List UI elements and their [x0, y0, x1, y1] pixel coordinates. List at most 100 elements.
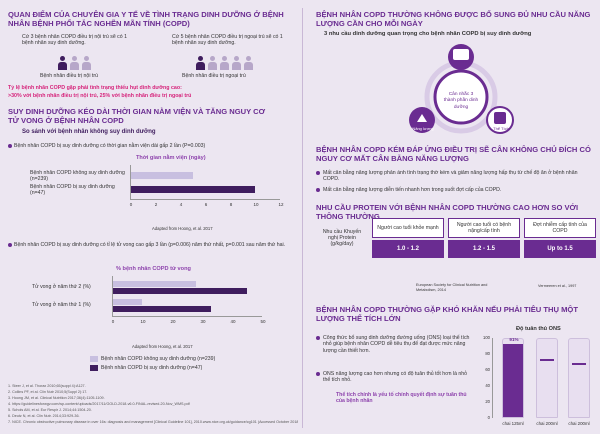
protein-column-header: Người cao tuổi có bệnh nặng/cấp tính	[448, 218, 520, 238]
reference-item: 4. https://guidelinesforwgv.com/wp-conte…	[8, 402, 190, 406]
ons-value-label: 91%	[509, 337, 519, 343]
person-icon	[196, 56, 205, 70]
chart2-tick-label: 40	[230, 319, 236, 324]
chart2-tick-label: 10	[140, 319, 146, 324]
chart2-tick-label: 50	[260, 319, 266, 324]
chart1-tick-label: 2	[154, 202, 158, 207]
chart1-tick-label: 12	[278, 202, 284, 207]
ons-tick-label: 80	[485, 351, 490, 356]
energy-node-label: Năng lượng	[412, 126, 434, 131]
bullet-dot	[8, 144, 12, 148]
chart2-bar	[112, 306, 211, 312]
chart1-category-1: Bệnh nhân COPD bị suy dinh dưỡng (n=47)	[30, 184, 115, 197]
chart2-bar	[112, 281, 196, 287]
inpatient-caption: Cứ 3 bệnh nhân COPD điều trị nội trú sẽ …	[22, 34, 127, 47]
bullet-dot	[316, 188, 320, 192]
chart2-tick-label: 0	[111, 319, 115, 324]
volume-icon	[494, 112, 506, 124]
energy-imbalance-bullet-1: Mất cân bằng năng lượng phản ánh tình tr…	[323, 170, 578, 183]
center-ring	[433, 69, 489, 125]
chart2-category-1: Tử vong ở năm thứ 1 (%)	[32, 302, 91, 308]
ons-tick-label: 100	[483, 335, 490, 340]
chart1-tick-label: 4	[179, 202, 183, 207]
person-head-icon	[246, 56, 251, 61]
chart1-source: Adapted from Hoong, et al. 2017	[152, 226, 213, 231]
protein-node-label: Protein	[454, 59, 468, 64]
chart1-bar	[130, 172, 193, 179]
reference-item: 7. NICE. Chronic obstructive pulmonary d…	[8, 420, 298, 424]
person-icon	[244, 56, 253, 70]
person-head-icon	[222, 56, 227, 61]
ons-bottle-label: chai 125ml	[502, 421, 524, 426]
chart2-tick-label: 30	[200, 319, 206, 324]
legend-malnourished: Bệnh nhân COPD bị suy dinh dưỡng (n=47)	[101, 365, 203, 371]
energy-imbalance-bullet-2: Mất cân bằng năng lượng diễn tiến nhanh …	[323, 187, 502, 193]
ons-tick-label: 20	[485, 399, 490, 404]
nutrition-triangle-diagram	[409, 44, 514, 134]
chart1-title: Thời gian nằm viện (ngày)	[136, 155, 206, 161]
protein-value-cell: 1.0 - 1.2	[372, 240, 444, 258]
reference-item: 2. Collins PF, et al. Clin Nutr 2010;5(S…	[8, 390, 88, 394]
person-icon	[232, 56, 241, 70]
protein-column-header: Người cao tuổi khỏe mạnh	[372, 218, 444, 238]
person-body-icon	[82, 61, 91, 70]
ons-chart-title: Độ tuân thủ ONS	[516, 326, 561, 332]
legend-not-malnourished: Bệnh nhân COPD không suy dinh dưỡng (n=2…	[101, 356, 216, 362]
stay-bullet: Bệnh nhân COPD bị suy dinh dưỡng có thời…	[14, 143, 206, 149]
chart1-tick-label: 10	[253, 202, 259, 207]
person-icon	[208, 56, 217, 70]
bullet-dot	[316, 336, 320, 340]
chart2-tick-label: 20	[170, 319, 176, 324]
ons-bottle-label: chai 200ml	[536, 421, 558, 426]
ons-level-marker	[540, 359, 554, 361]
chart1-tick-label: 0	[129, 202, 133, 207]
reference-item: 1. Steer J, et al. Thorax 2010;65(suppl …	[8, 384, 86, 388]
person-head-icon	[198, 56, 203, 61]
bullet-dot	[316, 171, 320, 175]
person-body-icon	[208, 61, 217, 70]
protein-icon	[453, 49, 469, 60]
chart1-bar	[130, 186, 255, 193]
person-icon	[70, 56, 79, 70]
section-title-expert-view: Quan điểm của chuyên gia y tế về tình tr…	[8, 10, 284, 28]
person-body-icon	[220, 61, 229, 70]
chart2-title: % bệnh nhân COPD tử vong	[116, 266, 191, 272]
person-head-icon	[210, 56, 215, 61]
section-title-weight-loss: Bệnh nhân COPD kém đáp ứng điều trị sẽ c…	[316, 145, 591, 163]
legend-swatch-not-malnourished	[90, 356, 98, 362]
chart2-bar	[112, 299, 142, 305]
person-body-icon	[232, 61, 241, 70]
person-icon	[58, 56, 67, 70]
ons-bottle	[536, 338, 558, 418]
chart2-x-axis	[112, 316, 262, 317]
chart2-bar	[112, 288, 247, 294]
ons-bottle	[502, 338, 524, 418]
protein-value-cell: 1.2 - 1.5	[448, 240, 520, 258]
ons-tick-label: 0	[487, 415, 490, 420]
person-head-icon	[72, 56, 77, 61]
chart2-source: Adapted from Hoong, et al. 2017	[132, 344, 193, 349]
highlight-line-1: Tỷ lệ bệnh nhân COPD gặp phải tình trạng…	[8, 85, 182, 91]
bullet-dot	[316, 372, 320, 376]
ons-tick-label: 60	[485, 367, 490, 372]
reference-item: 6. Deutz N, et al. Clin Nutr. 2014;33:92…	[8, 414, 80, 418]
chart2-y-axis	[112, 276, 113, 316]
section-title-volume: Bệnh nhân COPD thường gặp khó khăn nếu p…	[316, 305, 578, 323]
energy-icon	[417, 114, 427, 122]
person-body-icon	[70, 61, 79, 70]
outpatient-caption: Cứ 5 bệnh nhân COPD điều trị ngoại trú s…	[172, 34, 283, 47]
person-head-icon	[60, 56, 65, 61]
ons-bottle-label: chai 200ml	[568, 421, 590, 426]
person-icon	[82, 56, 91, 70]
protein-row-label: Nhu cầu Khuyến nghị Protein (g/kg/day)	[322, 229, 362, 247]
ons-bottle	[568, 338, 590, 418]
person-body-icon	[196, 61, 205, 70]
reference-item: 3. Hoong JM, et al. Clinical Nutrition 2…	[8, 396, 105, 400]
section-title-energy: Bệnh nhân COPD thường không được bổ sung…	[316, 10, 591, 28]
diagram-center-label: Cân nhắc 3 thành phần dinh dưỡng	[443, 92, 479, 110]
three-needs-subtitle: 3 nhu cầu dinh dưỡng quan trọng cho bệnh…	[324, 31, 532, 37]
person-icon	[220, 56, 229, 70]
mortality-bullet: Bệnh nhân COPD bị suy dinh dưỡng có tỉ l…	[14, 242, 286, 248]
volume-node-label: Thể Tích	[493, 126, 509, 131]
